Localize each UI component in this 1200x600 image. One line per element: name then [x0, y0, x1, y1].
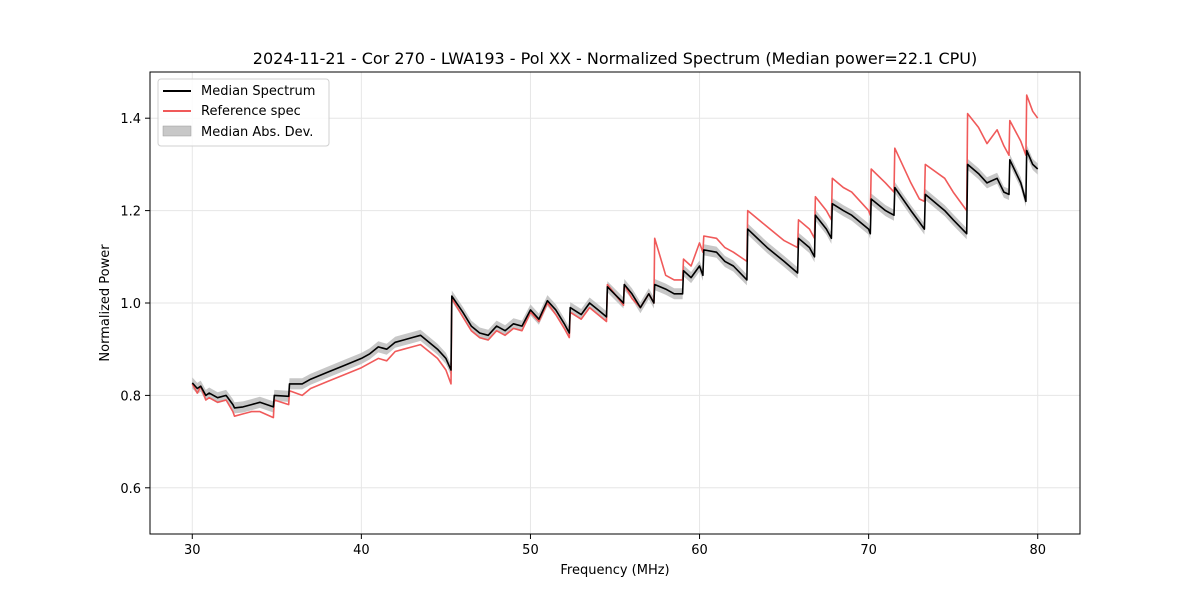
chart-title: 2024-11-21 - Cor 270 - LWA193 - Pol XX -…: [253, 49, 977, 68]
x-axis-label: Frequency (MHz): [560, 563, 669, 578]
x-tick-label: 40: [353, 543, 370, 558]
reference-spec-line: [191, 94, 1039, 419]
y-axis: 0.6 0.8 1.0 1.2 1.4: [120, 112, 150, 497]
x-tick-label: 80: [1029, 543, 1046, 558]
legend-mad-label: Median Abs. Dev.: [201, 125, 313, 140]
legend-mad-swatch: [162, 125, 192, 137]
x-tick-label: 30: [184, 543, 201, 558]
x-tick-label: 70: [860, 543, 877, 558]
legend-reference-label: Reference spec: [201, 104, 301, 119]
y-tick-label: 0.6: [120, 482, 141, 497]
series-group: [191, 94, 1039, 419]
y-tick-label: 1.2: [120, 205, 141, 220]
y-tick-label: 0.8: [120, 389, 141, 404]
legend: Median Spectrum Reference spec Median Ab…: [157, 78, 330, 147]
legend-box: [157, 78, 330, 147]
median-spectrum-line: [191, 149, 1039, 409]
y-tick-label: 1.0: [120, 297, 141, 312]
y-axis-label: Normalized Power: [98, 244, 113, 362]
x-tick-label: 60: [691, 543, 708, 558]
legend-median-label: Median Spectrum: [201, 84, 315, 99]
x-tick-label: 50: [522, 543, 539, 558]
y-tick-label: 1.4: [120, 112, 141, 127]
x-axis: 30 40 50 60 70 80: [184, 534, 1046, 558]
